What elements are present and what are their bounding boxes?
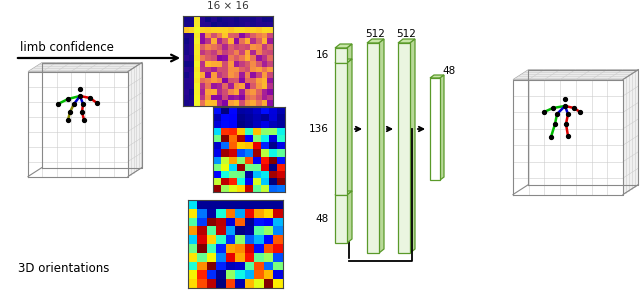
Text: 136: 136	[309, 124, 329, 134]
Text: 16 × 16: 16 × 16	[207, 1, 249, 11]
Polygon shape	[513, 79, 623, 194]
Polygon shape	[347, 59, 352, 195]
Polygon shape	[335, 63, 347, 195]
Polygon shape	[430, 78, 440, 180]
Text: 16: 16	[316, 51, 329, 60]
Polygon shape	[335, 191, 352, 195]
Polygon shape	[398, 43, 410, 253]
Text: 512: 512	[365, 29, 385, 39]
Polygon shape	[379, 39, 384, 253]
Polygon shape	[335, 195, 347, 243]
Text: limb confidence: limb confidence	[20, 41, 114, 54]
Polygon shape	[347, 44, 352, 63]
Polygon shape	[28, 72, 128, 176]
Polygon shape	[28, 62, 142, 72]
Polygon shape	[335, 48, 347, 63]
Polygon shape	[430, 75, 444, 78]
Text: 48: 48	[316, 214, 329, 224]
Text: 512: 512	[397, 29, 417, 39]
Polygon shape	[440, 75, 444, 180]
Polygon shape	[623, 69, 639, 194]
Polygon shape	[128, 62, 142, 176]
Polygon shape	[335, 59, 352, 63]
Polygon shape	[347, 191, 352, 243]
Polygon shape	[367, 39, 384, 43]
Text: 3D orientations: 3D orientations	[18, 262, 109, 274]
Polygon shape	[367, 43, 379, 253]
Polygon shape	[398, 39, 415, 43]
Polygon shape	[410, 39, 415, 253]
Text: 48: 48	[442, 66, 455, 76]
Polygon shape	[335, 44, 352, 48]
Polygon shape	[513, 69, 639, 79]
